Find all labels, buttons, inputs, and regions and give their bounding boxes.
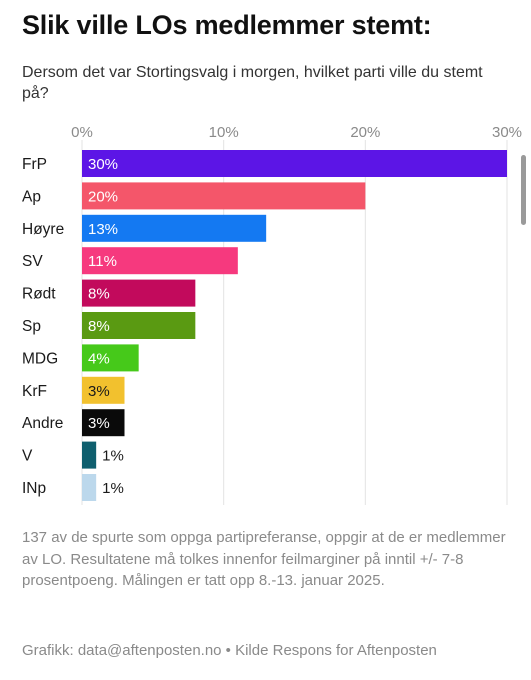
bar xyxy=(82,279,196,307)
footnote: 137 av de spurte som oppga partipreferan… xyxy=(22,529,506,589)
x-tick-label: 30% xyxy=(492,124,522,141)
category-label: KrF xyxy=(22,383,47,400)
category-label: Andre xyxy=(22,415,63,432)
value-label: 20% xyxy=(88,188,118,205)
category-label: SV xyxy=(22,253,43,270)
bar-chart: 0% 10% 20% 30% FrP 30% Ap 20% Høyre 13% SV 11% Rødt 8… xyxy=(22,124,522,505)
value-label: 3% xyxy=(88,383,110,400)
bar xyxy=(82,182,366,210)
value-label: 30% xyxy=(88,156,118,173)
bar xyxy=(82,376,125,404)
bar xyxy=(82,150,507,177)
source-credit: Grafikk: data@aftenposten.no • Kilde Res… xyxy=(22,642,437,659)
category-label: Sp xyxy=(22,318,41,335)
x-tick-label: 10% xyxy=(209,124,239,141)
category-label: MDG xyxy=(22,350,58,367)
bar xyxy=(82,409,125,437)
bar xyxy=(82,344,139,372)
bar xyxy=(82,312,196,339)
value-label: 11% xyxy=(88,253,117,270)
chart-subtitle: Dersom det var Stortingsvalg i morgen, h… xyxy=(22,64,483,102)
bar xyxy=(82,441,97,469)
category-label: INp xyxy=(22,480,46,497)
value-label: 8% xyxy=(88,286,110,303)
value-label: 3% xyxy=(88,415,110,432)
chart-title: Slik ville LOs medlemmer stemt: xyxy=(22,10,432,40)
value-label: 4% xyxy=(88,350,110,367)
x-tick-label: 0% xyxy=(71,124,93,141)
bar xyxy=(82,214,267,242)
category-label: Høyre xyxy=(22,221,64,238)
bar xyxy=(82,247,238,275)
scrollbar[interactable] xyxy=(521,155,526,225)
category-label: FrP xyxy=(22,156,47,173)
value-label: 1% xyxy=(102,448,124,465)
category-label: Ap xyxy=(22,188,41,205)
x-tick-label: 20% xyxy=(350,124,380,141)
value-label: 8% xyxy=(88,318,110,335)
value-label: 1% xyxy=(102,480,124,497)
value-label: 13% xyxy=(88,221,118,238)
category-label: V xyxy=(22,448,33,465)
category-label: Rødt xyxy=(22,286,56,303)
bar xyxy=(82,474,97,501)
